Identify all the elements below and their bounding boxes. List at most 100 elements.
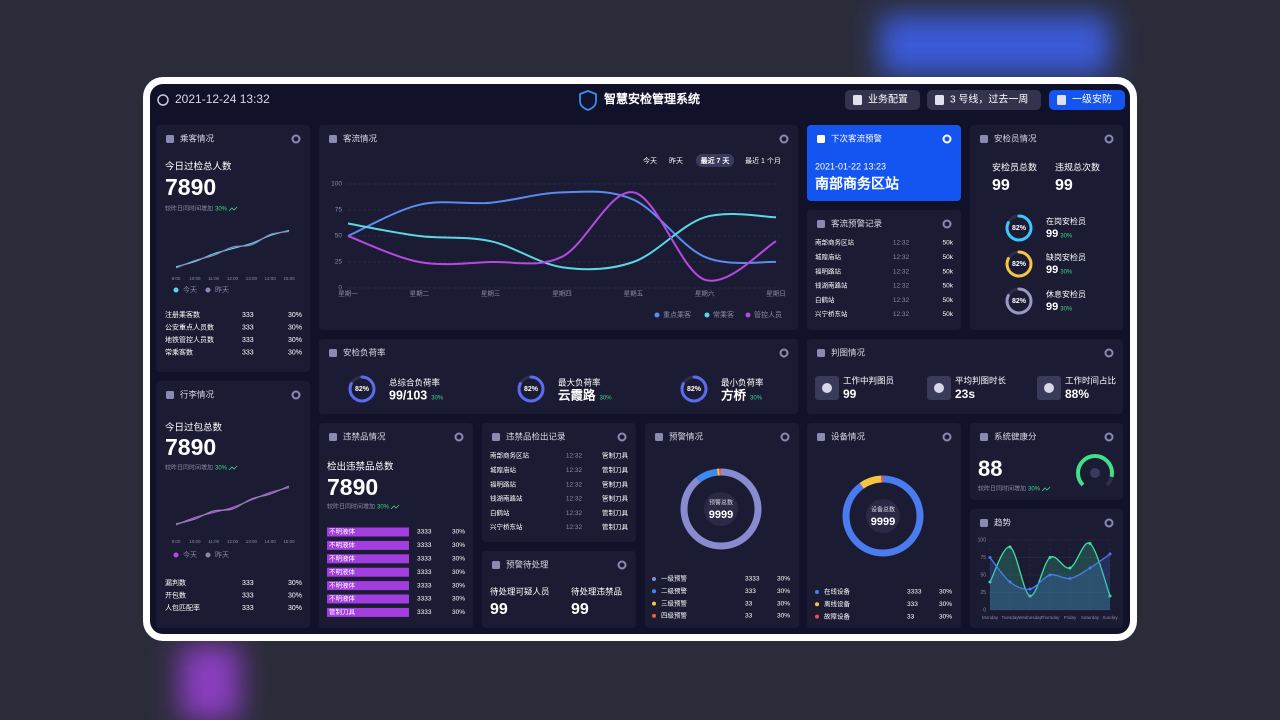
tab: 最近 1 个月 [745,156,781,165]
x-tick-label: 星期一 [338,290,358,298]
x-tick-label: 11:00 [208,276,219,281]
table-cell: 管制刀具 [602,465,629,474]
y-tick-label: 75 [335,207,343,214]
settings-icon[interactable] [1104,348,1114,358]
x-tick-label: 12:00 [227,276,239,281]
settings-icon[interactable] [291,134,301,144]
compare-pct: 30% [215,207,228,213]
label: 99 [1046,264,1058,276]
label: 99 [843,387,857,401]
label: 3333 [907,589,922,596]
warning-station: 南部商务区站 [815,176,899,192]
settings-icon[interactable] [942,219,952,229]
panel [319,423,473,628]
legend-dot [815,602,819,607]
label: 30% [939,601,952,608]
table-cell: 管制刀具 [602,522,629,531]
settings-icon[interactable] [1104,518,1114,528]
settings-icon[interactable] [1104,432,1114,442]
line [175,230,290,269]
tab: 昨天 [669,156,683,165]
panel-icon [980,135,988,143]
legend-label: 重点乘客 [663,310,691,319]
label: 3333 [417,542,432,549]
label: 待处理可疑人员 [490,586,550,596]
panel [319,125,798,330]
table-cell: 12:32 [566,496,583,503]
settings-icon[interactable] [942,134,952,144]
label: 在岗安检员 [1046,216,1086,226]
settings-icon[interactable] [779,134,789,144]
label: 99/103 [389,388,427,402]
label: 设备总数 [871,506,895,514]
bar-label: 不明液体 [329,580,356,589]
x-tick-label: 14:00 [265,539,277,544]
legend-label: 离线设备 [824,599,851,608]
settings-icon[interactable] [617,560,627,570]
bar-label: 不明液体 [329,540,356,549]
legend-label: 三级预警 [661,598,688,607]
table-cell: 管制刀具 [602,451,629,460]
table-cell: 兴宁桥东站 [490,522,523,531]
legend-dot [704,312,710,318]
ring-arc [517,375,545,403]
panel [482,551,636,628]
table-cell: 50k [943,268,954,275]
panel [807,210,961,330]
panel-icon [492,561,500,569]
point [1048,556,1052,559]
point [1028,587,1032,591]
settings-icon[interactable] [454,432,464,442]
panel-title: 判图情况 [831,347,866,357]
settings-icon[interactable] [1104,134,1114,144]
settings-icon[interactable] [617,432,627,442]
label: 30% [288,337,302,344]
bar [327,554,409,564]
stat-value: 99 [1055,177,1073,194]
panel [970,509,1123,628]
label: 30% [452,582,465,589]
panel-title: 违禁品情况 [343,431,386,441]
table-cell: 50k [943,254,954,261]
table-cell: 12:32 [566,467,583,474]
label: 99 [1046,301,1058,313]
warning-time: 2021-01-22 13:23 [815,161,886,171]
button-label: 3 号线，过去一周 [950,93,1028,106]
label: 今日过检总人数 [165,161,232,173]
x-tick-label: Wednesday [1018,615,1042,620]
y-tick-label: 50 [980,572,986,578]
panel [807,125,961,201]
ring-label: 82% [1012,225,1027,232]
settings-icon[interactable] [780,432,790,442]
table-cell: 管制刀具 [602,479,629,488]
label: 缺岗安检员 [1046,252,1086,262]
panel [482,423,636,542]
table-cell: 12:32 [893,311,910,318]
bar [327,581,409,591]
table-cell: 福明路站 [815,266,842,275]
label: 3333 [417,582,432,589]
x-tick-label: Friday [1064,615,1077,620]
panel-title: 客流预警记录 [831,218,883,228]
header-button[interactable] [927,90,1041,110]
label: 30% [777,600,790,607]
header-button[interactable] [845,90,920,110]
label: 333 [907,601,918,608]
settings-icon[interactable] [779,348,789,358]
label: 23s [955,387,975,401]
x-tick-label: 10:00 [189,276,201,281]
stat-value: 99 [992,177,1010,194]
legend-label: 昨天 [215,285,229,294]
point [1028,594,1032,598]
settings-icon[interactable] [942,432,952,442]
label: 88% [1065,387,1089,401]
label: 333 [745,588,756,595]
legend-dot [815,614,819,619]
compare-pct: 30% [377,505,390,511]
header-button[interactable] [1049,90,1125,110]
change: 30% [431,396,444,402]
settings-icon[interactable] [291,390,301,400]
ring-arc [680,375,708,403]
ring-label: 82% [687,386,702,393]
label: 333 [242,337,254,344]
